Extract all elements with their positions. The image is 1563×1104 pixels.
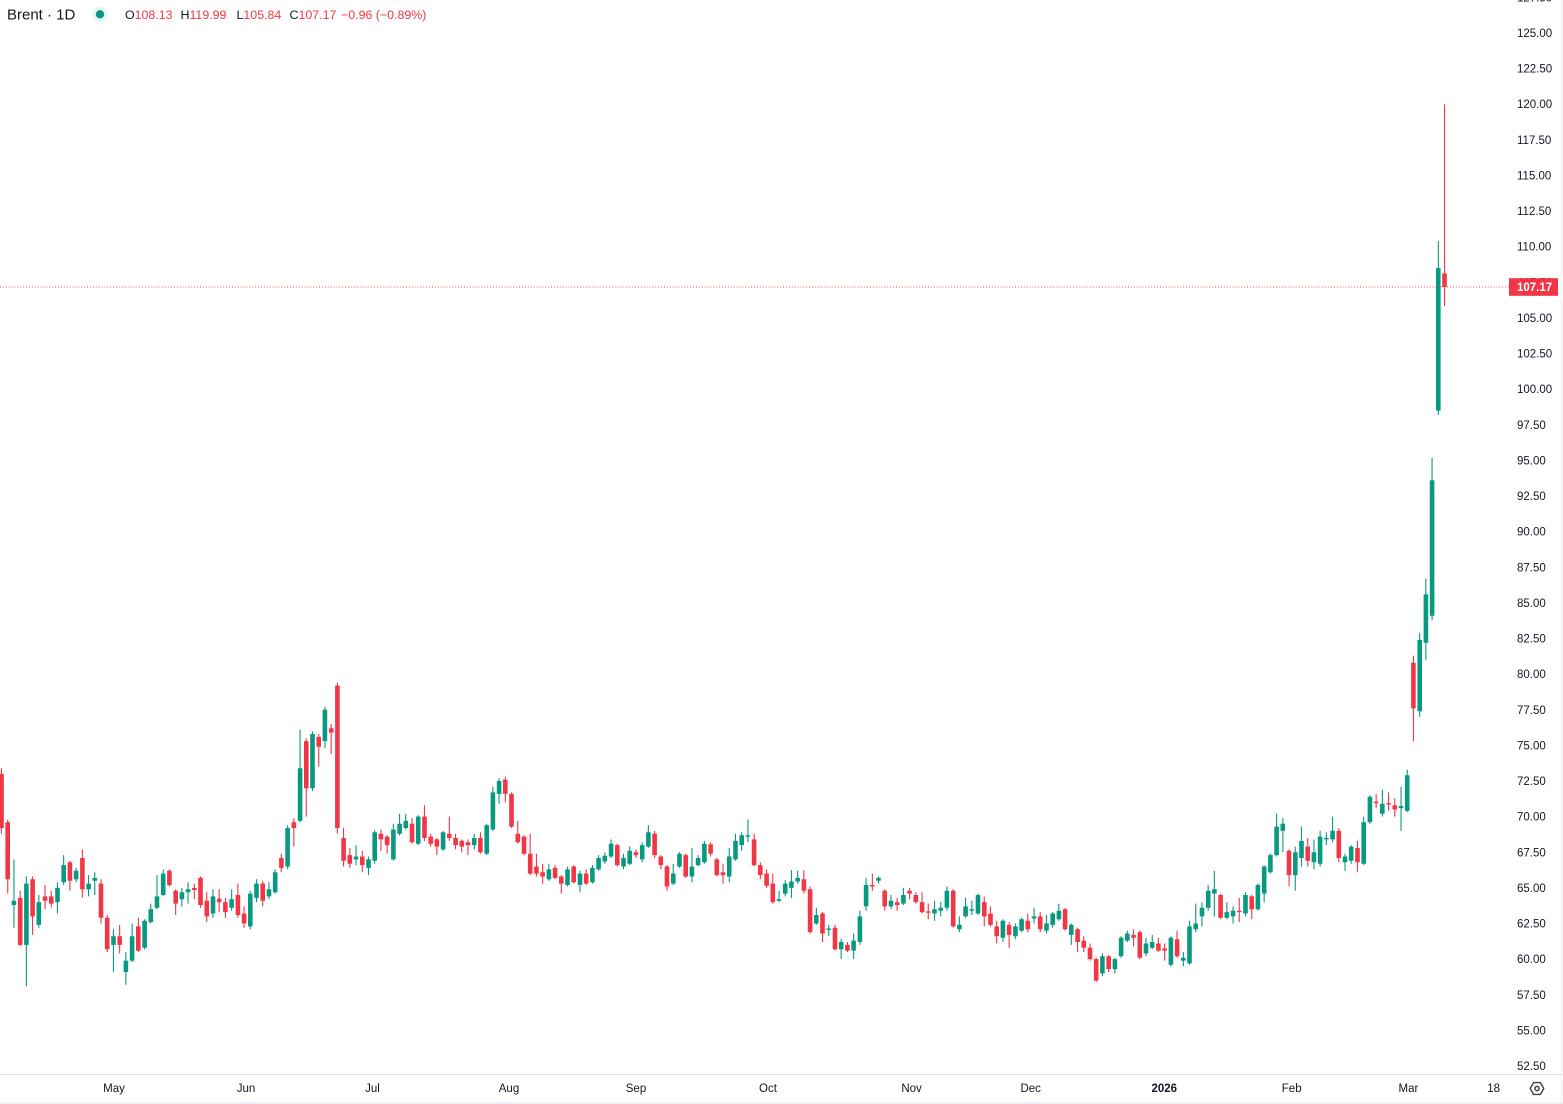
svg-text:70.00: 70.00 — [1517, 812, 1546, 824]
svg-text:L105.84: L105.84 — [237, 8, 282, 22]
svg-text:87.50: 87.50 — [1517, 562, 1546, 574]
svg-text:57.50: 57.50 — [1517, 990, 1546, 1002]
svg-text:Dec: Dec — [1020, 1083, 1041, 1095]
svg-text:Nov: Nov — [901, 1083, 922, 1095]
svg-text:82.50: 82.50 — [1517, 634, 1546, 646]
svg-text:105.00: 105.00 — [1517, 313, 1552, 325]
svg-text:112.50: 112.50 — [1517, 206, 1551, 218]
svg-text:85.00: 85.00 — [1517, 598, 1546, 610]
svg-text:72.50: 72.50 — [1517, 776, 1546, 788]
svg-text:115.00: 115.00 — [1517, 171, 1551, 183]
svg-text:75.00: 75.00 — [1517, 740, 1546, 752]
svg-text:−0.96 (−0.89%): −0.96 (−0.89%) — [341, 8, 426, 22]
svg-text:100.00: 100.00 — [1517, 384, 1552, 396]
svg-text:107.17: 107.17 — [1517, 282, 1552, 294]
svg-text:127.50: 127.50 — [1517, 0, 1552, 4]
svg-text:125.00: 125.00 — [1517, 28, 1552, 40]
svg-text:62.50: 62.50 — [1517, 919, 1546, 931]
svg-text:60.00: 60.00 — [1517, 954, 1546, 966]
svg-text:120.00: 120.00 — [1517, 99, 1552, 111]
svg-text:Sep: Sep — [626, 1083, 646, 1095]
svg-text:77.50: 77.50 — [1517, 705, 1546, 717]
svg-text:Brent · 1D: Brent · 1D — [7, 7, 76, 24]
svg-text:C107.17: C107.17 — [290, 8, 337, 22]
svg-text:H119.99: H119.99 — [181, 8, 227, 22]
svg-text:Oct: Oct — [759, 1083, 778, 1095]
svg-text:102.50: 102.50 — [1517, 349, 1552, 361]
svg-text:52.50: 52.50 — [1517, 1061, 1546, 1073]
svg-text:Aug: Aug — [499, 1083, 519, 1095]
svg-text:55.00: 55.00 — [1517, 1025, 1546, 1037]
svg-text:May: May — [103, 1083, 125, 1095]
svg-text:67.50: 67.50 — [1517, 847, 1546, 859]
svg-text:117.50: 117.50 — [1517, 135, 1551, 147]
svg-text:122.50: 122.50 — [1517, 64, 1552, 76]
svg-text:Jun: Jun — [237, 1083, 256, 1095]
svg-text:Feb: Feb — [1282, 1083, 1302, 1095]
svg-text:2026: 2026 — [1152, 1083, 1178, 1095]
svg-text:80.00: 80.00 — [1517, 669, 1546, 681]
svg-text:18: 18 — [1487, 1083, 1500, 1095]
svg-text:92.50: 92.50 — [1517, 491, 1546, 503]
svg-text:90.00: 90.00 — [1517, 527, 1546, 539]
svg-text:110.00: 110.00 — [1517, 242, 1551, 254]
svg-text:97.50: 97.50 — [1517, 420, 1546, 432]
svg-text:95.00: 95.00 — [1517, 455, 1546, 467]
svg-text:Mar: Mar — [1398, 1083, 1418, 1095]
svg-text:Jul: Jul — [365, 1083, 380, 1095]
svg-text:65.00: 65.00 — [1517, 883, 1546, 895]
svg-text:O108.13: O108.13 — [125, 8, 173, 22]
